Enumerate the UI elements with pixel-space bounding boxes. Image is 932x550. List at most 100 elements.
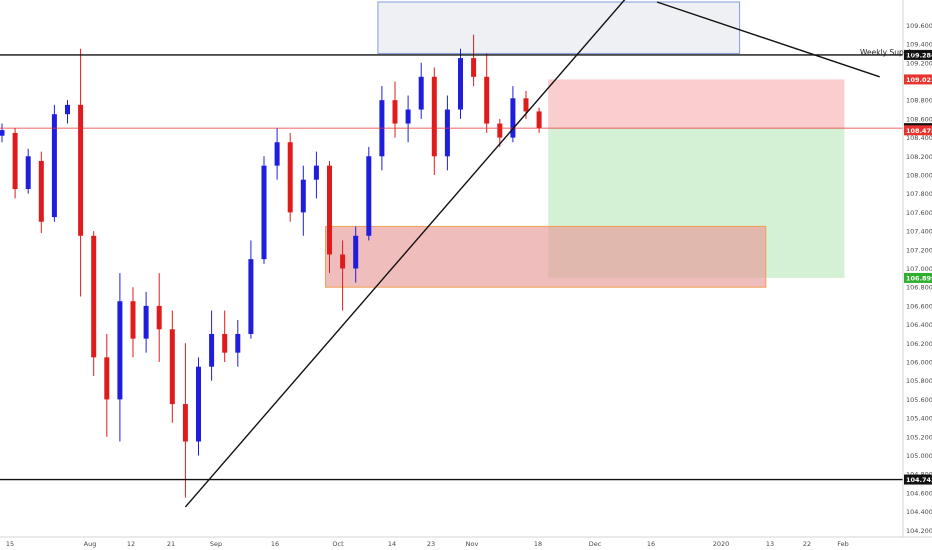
price-badges: 109.284109.022108.501108.478106.899104.7… bbox=[904, 49, 932, 485]
candle-body bbox=[117, 301, 123, 400]
y-tick-label: 105.800 bbox=[906, 377, 932, 385]
time-axis[interactable]: 15 Aug 12 21 Sep 16 Oct 14 23 Nov 18 Dec 16 2020 13 22 F… bbox=[0, 536, 932, 550]
rising-support-trendline bbox=[184, 0, 626, 508]
candle-body bbox=[169, 329, 175, 405]
descending-trendline bbox=[656, 1, 880, 78]
candle-body bbox=[366, 156, 372, 236]
y-tick-label: 109.600 bbox=[906, 22, 932, 30]
y-tick-label: 107.800 bbox=[906, 190, 932, 198]
candle-body bbox=[458, 58, 463, 110]
x-tick-label: 23 bbox=[427, 540, 435, 548]
y-tick-label: 104.400 bbox=[906, 508, 932, 516]
candle-body bbox=[327, 165, 332, 255]
y-tick-label: 105.200 bbox=[906, 433, 932, 441]
y-tick-label: 109.200 bbox=[906, 59, 932, 67]
x-tick-label: 16 bbox=[647, 540, 655, 548]
candle-body bbox=[156, 305, 162, 330]
x-tick-label: 12 bbox=[127, 540, 135, 548]
candle-body bbox=[65, 104, 70, 115]
candle-body bbox=[12, 132, 18, 190]
candle-body bbox=[274, 142, 280, 166]
candle-body bbox=[287, 142, 293, 213]
price-badge-label: 109.284 bbox=[906, 51, 932, 59]
candle-body bbox=[91, 235, 97, 358]
candle-body bbox=[418, 76, 424, 110]
y-tick-label: 107.600 bbox=[906, 209, 932, 217]
candle-body bbox=[235, 333, 241, 353]
y-tick-label: 108.800 bbox=[906, 97, 932, 105]
candle-body bbox=[471, 58, 477, 77]
stop-loss-zone bbox=[548, 79, 845, 129]
price-axis-background bbox=[903, 0, 932, 537]
candle-body bbox=[340, 254, 346, 269]
candle-body bbox=[104, 357, 110, 400]
x-tick-label: Nov bbox=[466, 540, 479, 548]
candle-body bbox=[38, 160, 44, 222]
weekly-supply-zone bbox=[377, 1, 741, 54]
time-axis-background bbox=[0, 537, 932, 550]
candle-body bbox=[143, 305, 149, 339]
demand-zone bbox=[325, 225, 767, 288]
lines-layer bbox=[0, 0, 903, 508]
y-tick-label: 108.600 bbox=[906, 115, 932, 123]
x-tick-label: 22 bbox=[803, 540, 811, 548]
price-badge bbox=[904, 49, 932, 60]
y-tick-label: 105.600 bbox=[906, 396, 932, 404]
candle-body bbox=[25, 156, 31, 190]
candle-body bbox=[130, 301, 136, 339]
candle-body bbox=[0, 130, 5, 136]
x-tick-label: Oct bbox=[332, 540, 344, 548]
y-tick-label: 104.200 bbox=[906, 527, 932, 535]
y-tick-label: 106.600 bbox=[906, 302, 932, 310]
y-tick-label: 105.400 bbox=[906, 415, 932, 423]
price-badge bbox=[904, 272, 932, 283]
y-tick-label: 108.000 bbox=[906, 171, 932, 179]
x-tick-label: 21 bbox=[167, 540, 175, 548]
candle-body bbox=[261, 165, 267, 260]
candle-body bbox=[431, 76, 437, 157]
y-tick-label: 107.000 bbox=[906, 265, 932, 273]
x-tick-label: 2020 bbox=[713, 540, 730, 548]
candle-body bbox=[248, 259, 254, 334]
candle-body bbox=[222, 333, 228, 353]
price-badge bbox=[904, 74, 932, 85]
candle-body bbox=[392, 100, 398, 124]
y-tick-label: 104.600 bbox=[906, 489, 932, 497]
candle-body bbox=[510, 98, 516, 138]
x-tick-label: 14 bbox=[388, 540, 396, 548]
candle-body bbox=[536, 111, 542, 129]
candle-body bbox=[78, 104, 84, 236]
candle-body bbox=[209, 333, 215, 367]
x-tick-label: Feb bbox=[837, 540, 849, 548]
y-tick-label: 107.200 bbox=[906, 246, 932, 254]
y-tick-label: 108.200 bbox=[906, 153, 932, 161]
price-badge-label: 106.899 bbox=[906, 274, 932, 282]
candle-body bbox=[484, 76, 490, 124]
y-tick-label: 106.400 bbox=[906, 321, 932, 329]
candle-body bbox=[405, 109, 411, 124]
candle-body bbox=[182, 404, 188, 442]
price-badge bbox=[904, 125, 932, 136]
price-badge bbox=[904, 474, 932, 485]
y-tick-label: 105.000 bbox=[906, 452, 932, 460]
candle-body bbox=[497, 123, 503, 138]
x-tick-label: Sep bbox=[210, 540, 222, 548]
x-tick-label: Dec bbox=[589, 540, 602, 548]
y-tick-label: 107.400 bbox=[906, 228, 932, 236]
price-axis[interactable]: 109.600109.400109.200109.000108.800108.6… bbox=[902, 0, 932, 537]
candles-layer bbox=[0, 34, 542, 498]
y-tick-label: 106.200 bbox=[906, 340, 932, 348]
x-tick-label: 15 bbox=[6, 540, 14, 548]
x-tick-label: Aug bbox=[84, 540, 97, 548]
weekly-supply-label: Weekly Supply bbox=[860, 48, 916, 57]
y-tick-label: 106.800 bbox=[906, 284, 932, 292]
candle-body bbox=[51, 114, 57, 218]
candle-body bbox=[444, 109, 450, 157]
price-badge-label: 104.743 bbox=[906, 476, 932, 484]
candle-body bbox=[300, 179, 306, 213]
zones-layer bbox=[325, 1, 845, 288]
candle-body bbox=[353, 235, 359, 269]
x-tick-label: 16 bbox=[271, 540, 279, 548]
y-tick-label: 106.000 bbox=[906, 359, 932, 367]
